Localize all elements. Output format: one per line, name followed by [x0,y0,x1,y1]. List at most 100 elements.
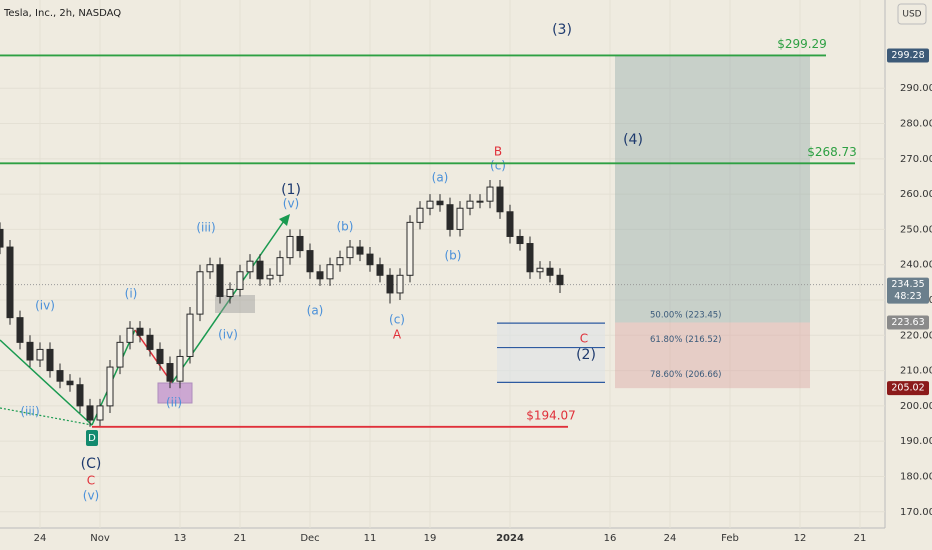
candle-body [96,405,104,421]
candle-body [536,267,544,273]
candle-body [36,348,44,361]
candle-body [206,264,214,273]
wave-line [0,339,93,426]
wave-label: (2) [576,347,596,363]
price-tag-bg [887,315,929,330]
y-tick-label: 290.00 [900,83,932,94]
candle-body [136,327,144,336]
wave-label: (c) [389,313,405,327]
level-label: $268.73 [807,145,857,159]
candle-body [426,200,434,209]
candle-body [226,288,234,297]
wave-label: B [494,145,502,159]
wave-line [134,329,173,384]
candle-body [556,274,564,286]
x-tick-label: 24 [664,533,677,544]
fib-zone [497,323,605,383]
candle-body [296,235,304,252]
wave-label: (3) [552,22,572,38]
marks-layer [0,180,564,428]
wave-label: (ii) [166,396,182,410]
background-layer [0,0,886,529]
x-tick-label: 21 [854,533,867,544]
candle-body [46,348,54,372]
candle-body [476,200,484,203]
wave-label: C [87,474,95,488]
price-tag-bg [887,277,929,304]
candle-body [256,260,264,280]
x-tick-label: 21 [234,533,247,544]
candle-body [116,341,124,368]
wave-label: (c) [490,159,506,173]
candle-body [436,200,444,206]
candle-body [56,370,64,382]
currency-box [897,3,927,25]
y-tick-label: 170.00 [900,507,932,518]
candle-body [66,380,74,386]
candle-body [166,363,174,382]
x-tick-label: 13 [174,533,187,544]
x-tick-label: 16 [604,533,617,544]
candle-body [486,186,494,202]
candle-body [456,207,464,230]
wave-label: (i) [125,287,138,301]
y-tick-label: 260.00 [900,189,932,200]
wave-label: (iv) [218,328,238,342]
candle-body [236,271,244,290]
candle-body [176,355,184,382]
y-tick-label: 210.00 [900,366,932,377]
annotations: (3) (4) B (c) (a) (1) (v) (iii) (b) (b) … [20,22,643,503]
x-tick-label: Dec [300,533,319,544]
candle-body [126,327,134,343]
candle-body [146,334,154,350]
candle-body [246,260,254,273]
x-tick-label: 11 [364,533,377,544]
candle-body [306,250,314,273]
price-tag: 299.28 [891,50,924,61]
x-tick-label: 19 [424,533,437,544]
candle-body [506,211,514,237]
x-tick-label: 12 [794,533,807,544]
candle-body [216,264,224,297]
wave-label: (b) [445,249,462,263]
arrow-head [279,214,290,226]
wave-label: (C) [81,456,102,472]
x-tick-label: 2024 [496,533,524,544]
candle-body [76,384,84,407]
candle-body [336,257,344,266]
chart-title: Tesla, Inc., 2h, NASDAQ [3,8,121,19]
y-tick-label: 240.00 [900,260,932,271]
wave-label: (4) [623,132,643,148]
candle-body [366,253,374,266]
price-tag-bg [887,381,929,396]
y-tick-label: 220.00 [900,330,932,341]
zone-box [215,295,255,313]
zone-box [157,382,193,404]
y-tick-label: 280.00 [900,119,932,130]
currency: USD [902,10,921,20]
candle-body [416,207,424,223]
candle-body [446,204,454,230]
wave-label: (v) [83,489,99,503]
wave-label: (iii) [196,221,215,235]
candle-body [386,274,394,294]
price-tag: 205.02 [891,383,924,394]
candle-body [316,271,324,280]
x-tick-label: Feb [721,533,739,544]
level-label: $194.07 [526,408,576,422]
price-tag: 223.63 [891,317,924,328]
price-tag-bg [887,48,929,63]
candle-body [466,200,474,209]
y-tick-label: 270.00 [900,154,932,165]
y-tick-label: 180.00 [900,471,932,482]
candle-body [286,235,294,259]
wave-label: C [580,332,588,346]
candle-body [376,264,384,276]
candle-body [106,366,114,407]
candle-body [276,257,284,276]
candle-body [86,405,94,421]
candle-body [186,313,194,357]
candle-body [516,235,524,245]
candle-body [0,228,4,248]
